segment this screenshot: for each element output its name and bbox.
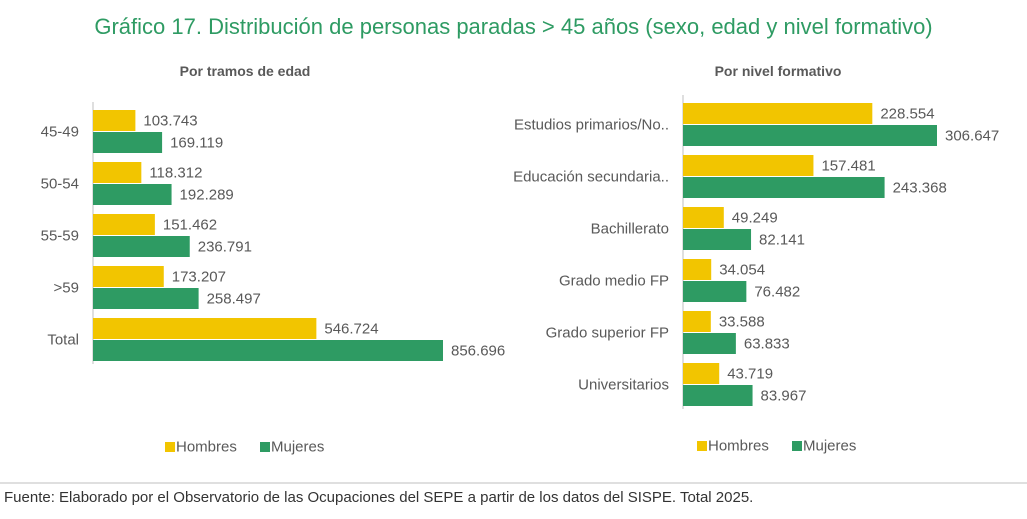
bar	[683, 333, 736, 354]
bar	[93, 340, 443, 361]
legend-swatch	[165, 442, 175, 452]
subplot-title: Por tramos de edad	[179, 63, 311, 79]
bar	[683, 229, 752, 250]
value-label: 151.462	[162, 216, 218, 234]
bar	[683, 281, 747, 302]
value-label: 258.497	[206, 290, 261, 308]
bar	[93, 132, 163, 153]
y-tick-label: Grado superior FP	[545, 324, 669, 342]
bar	[683, 385, 753, 406]
source-note: Fuente: Elaborado por el Observatorio de…	[4, 489, 754, 506]
value-label: 306.647	[945, 127, 1000, 145]
y-tick-label: Total	[47, 331, 79, 349]
y-tick-label: 45-49	[40, 123, 79, 141]
y-tick-label: >59	[53, 279, 79, 297]
legend-label: Mujeres	[271, 438, 325, 456]
value-label: 243.368	[892, 179, 947, 197]
value-label: 34.054	[719, 261, 766, 279]
value-label: 173.207	[171, 268, 226, 286]
bar	[683, 177, 885, 198]
y-tick-label: Educación secundaria..	[513, 168, 669, 186]
value-label: 83.967	[760, 387, 807, 405]
value-label: 82.141	[759, 231, 805, 249]
value-label: 192.289	[179, 186, 234, 204]
bar	[93, 266, 164, 287]
bar	[683, 363, 720, 384]
bar	[93, 214, 155, 235]
bar	[93, 162, 142, 183]
legend-swatch	[792, 441, 802, 451]
value-label: 118.312	[149, 164, 203, 182]
y-tick-label: Grado medio FP	[558, 272, 669, 290]
value-label: 856.696	[451, 342, 506, 360]
legend-swatch	[697, 441, 707, 451]
value-label: 236.791	[197, 238, 252, 256]
legend-label: Hombres	[708, 437, 769, 455]
legend-label: Mujeres	[803, 437, 857, 455]
bar	[93, 236, 190, 257]
y-tick-label: Estudios primarios/No..	[513, 116, 669, 134]
y-tick-label: Universitarios	[578, 376, 669, 394]
page-title: Gráfico 17. Distribución de personas par…	[94, 14, 933, 39]
bar	[93, 288, 199, 309]
value-label: 169.119	[170, 134, 224, 152]
value-label: 546.724	[324, 320, 379, 338]
bar	[683, 207, 724, 228]
bar	[93, 318, 317, 339]
value-label: 33.588	[718, 313, 765, 331]
subplot-title: Por nivel formativo	[714, 63, 842, 79]
value-label: 157.481	[821, 157, 876, 175]
value-label: 43.719	[727, 365, 774, 383]
value-label: 49.249	[731, 209, 778, 227]
value-label: 103.743	[143, 112, 198, 130]
y-tick-label: 55-59	[40, 227, 79, 245]
value-label: 228.554	[880, 105, 935, 123]
bar	[683, 103, 873, 124]
bar	[93, 110, 136, 131]
value-label: 76.482	[754, 283, 801, 301]
legend-swatch	[260, 442, 270, 452]
value-label: 63.833	[743, 335, 790, 353]
bar	[683, 155, 814, 176]
y-tick-label: Bachillerato	[590, 220, 669, 238]
y-tick-label: 50-54	[40, 175, 79, 193]
legend-label: Hombres	[176, 438, 237, 456]
bar	[683, 259, 712, 280]
bar	[683, 311, 711, 332]
bar	[93, 184, 172, 205]
bar	[683, 125, 937, 146]
